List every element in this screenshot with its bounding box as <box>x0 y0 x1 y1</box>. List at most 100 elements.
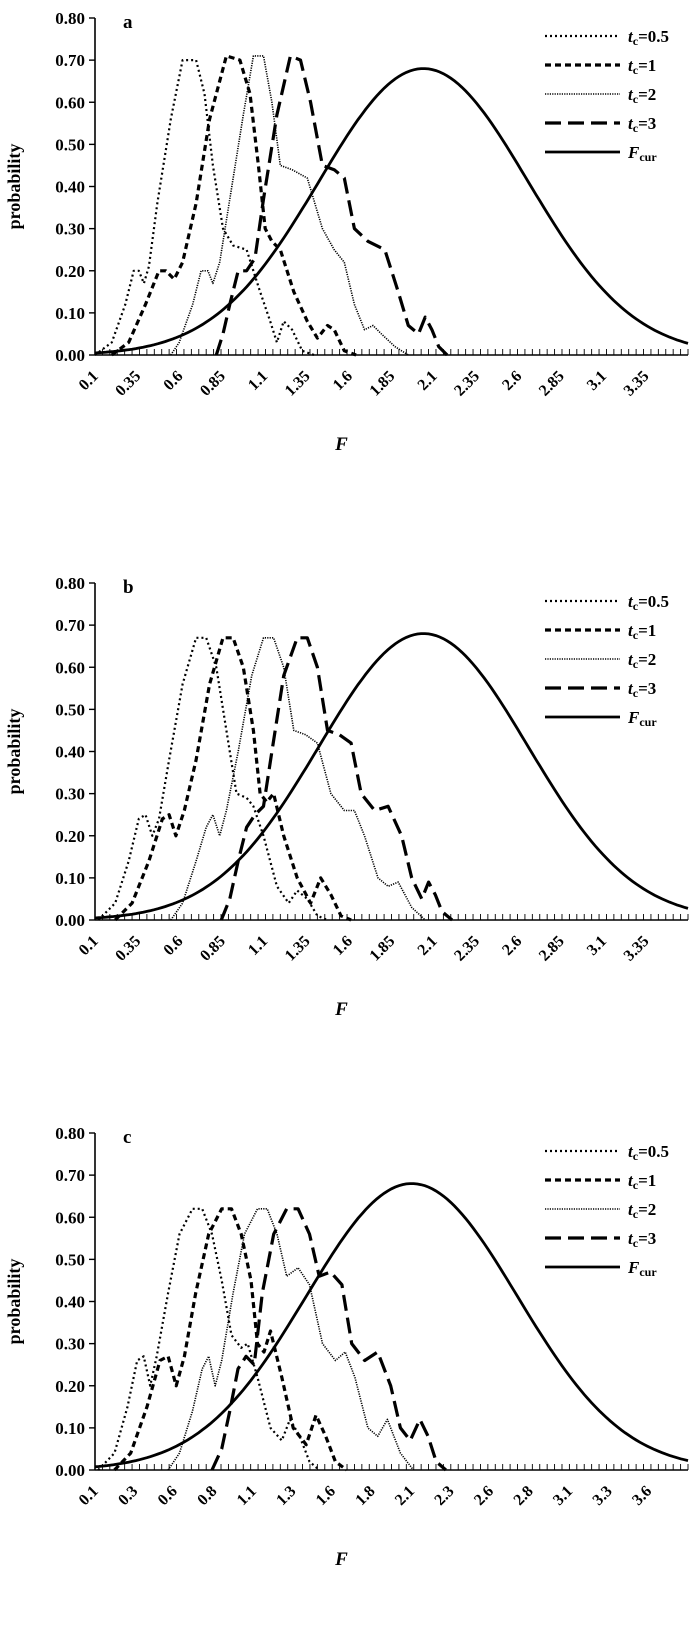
legend-label: tc=2 <box>628 85 656 106</box>
x-tick-label: 0.6 <box>155 1483 181 1509</box>
x-tick-label: 2.6 <box>499 368 525 394</box>
x-tick-label: 2.1 <box>415 933 441 959</box>
x-tick-label: 1.85 <box>367 933 399 965</box>
x-tick-label: 0.3 <box>115 1483 141 1509</box>
y-axis-title: probability <box>4 709 24 795</box>
legend-label: tc=1 <box>628 1171 656 1192</box>
legend-label: tc=1 <box>628 56 656 77</box>
chart-panel-a: 0.00 0.10 0.20 0.30 0.40 0.50 0.60 0.70 0.80 0.1 0… <box>0 0 700 520</box>
x-tick-label: 1.8 <box>352 1483 378 1509</box>
series-line-short <box>114 636 352 922</box>
legend-label: tc=0.5 <box>628 27 669 48</box>
chart-svg-a: 0.00 0.10 0.20 0.30 0.40 0.50 0.60 0.70 0.80 0.1 0… <box>4 9 689 455</box>
x-tick-label: 0.6 <box>160 368 186 394</box>
series-line-dot <box>94 58 315 357</box>
x-tick-label: 0.8 <box>194 1483 220 1509</box>
series-line-short <box>110 54 357 357</box>
legend-label: tc=0.5 <box>628 592 669 613</box>
chart-svg-c: 0.00 0.10 0.20 0.30 0.40 0.50 0.60 0.70 0.80 0.1 0… <box>4 1124 689 1570</box>
y-tick-label: 0.40 <box>55 743 85 762</box>
series-line-fcur <box>94 1182 689 1469</box>
y-tick-label: 0.20 <box>55 1377 85 1396</box>
y-tick-label: 0.30 <box>55 220 85 239</box>
series-line-dot <box>97 1207 320 1471</box>
x-tick-label: 3.1 <box>584 933 610 959</box>
x-tick-label: 2.8 <box>511 1483 537 1509</box>
series-line-short <box>113 1207 348 1472</box>
x-tick-label: 2.3 <box>431 1483 457 1509</box>
series-line-fine <box>170 637 426 921</box>
legend-label: tc=3 <box>628 679 656 700</box>
chart-panel-b: 0.00 0.10 0.20 0.30 0.40 0.50 0.60 0.70 0.80 0.1 0… <box>0 565 700 1085</box>
x-tick-label: 0.1 <box>76 1483 102 1509</box>
x-tick-label: 3.1 <box>584 368 610 394</box>
legend-label: tc=2 <box>628 650 656 671</box>
series-line-long <box>210 1207 447 1472</box>
x-axis-title: F <box>334 434 348 455</box>
x-tick-label: 2.1 <box>392 1483 418 1509</box>
x-tick-label: 2.85 <box>536 933 568 965</box>
x-axis-title: F <box>334 999 348 1020</box>
x-tick-label: 2.6 <box>499 933 525 959</box>
x-tick-label: 2.85 <box>536 368 568 400</box>
y-tick-label: 0.00 <box>55 346 85 365</box>
y-tick-label: 0.70 <box>55 51 85 70</box>
y-tick-label: 0.80 <box>55 1124 85 1143</box>
x-tick-label: 1.35 <box>282 368 314 400</box>
x-tick-label: 2.1 <box>415 368 441 394</box>
x-tick-label: 0.6 <box>160 933 186 959</box>
y-tick-label: 0.60 <box>55 658 85 677</box>
y-tick-label: 0.20 <box>55 262 85 281</box>
y-tick-label: 0.80 <box>55 574 85 593</box>
x-tick-label: 0.1 <box>76 368 102 394</box>
x-tick-label: 3.6 <box>629 1483 655 1509</box>
y-tick-label: 0.50 <box>55 1250 85 1269</box>
y-tick-label: 0.40 <box>55 1293 85 1312</box>
x-tick-label: 1.35 <box>282 933 314 965</box>
legend-label: Fcur <box>627 708 657 729</box>
series-line-fcur <box>94 67 689 355</box>
y-axis-title: probability <box>4 1259 24 1345</box>
y-tick-label: 0.70 <box>55 1166 85 1185</box>
y-tick-label: 0.70 <box>55 616 85 635</box>
x-tick-label: 1.1 <box>234 1483 260 1509</box>
series-line-fcur <box>94 632 689 920</box>
y-tick-label: 0.00 <box>55 911 85 930</box>
x-tick-label: 2.35 <box>451 368 483 400</box>
x-tick-label: 0.35 <box>112 933 144 965</box>
legend-label: Fcur <box>627 143 657 164</box>
legend-label: tc=1 <box>628 621 656 642</box>
chart-svg-b: 0.00 0.10 0.20 0.30 0.40 0.50 0.60 0.70 0.80 0.1 0… <box>4 574 689 1020</box>
y-tick-label: 0.30 <box>55 785 85 804</box>
x-tick-label: 1.6 <box>313 1483 339 1509</box>
legend-label: tc=0.5 <box>628 1142 669 1163</box>
legend-label: tc=2 <box>628 1200 656 1221</box>
x-tick-label: 1.1 <box>245 368 271 394</box>
y-tick-label: 0.50 <box>55 700 85 719</box>
legend-label: tc=3 <box>628 114 656 135</box>
y-tick-label: 0.10 <box>55 869 85 888</box>
y-tick-label: 0.10 <box>55 1419 85 1438</box>
y-axis-title: probability <box>4 144 24 230</box>
x-tick-label: 1.6 <box>330 368 356 394</box>
x-tick-label: 2.35 <box>451 933 483 965</box>
y-tick-label: 0.60 <box>55 93 85 112</box>
legend-label: Fcur <box>627 1258 657 1279</box>
x-tick-label: 0.35 <box>112 368 144 400</box>
y-tick-label: 0.30 <box>55 1335 85 1354</box>
y-tick-label: 0.50 <box>55 135 85 154</box>
y-tick-label: 0.80 <box>55 9 85 28</box>
y-tick-label: 0.00 <box>55 1461 85 1480</box>
chart-panel-c: 0.00 0.10 0.20 0.30 0.40 0.50 0.60 0.70 0.80 0.1 0… <box>0 1115 700 1635</box>
x-tick-label: 3.3 <box>590 1483 616 1509</box>
x-tick-label: 2.6 <box>471 1483 497 1509</box>
x-tick-label: 1.6 <box>330 933 356 959</box>
series-line-long <box>219 636 454 922</box>
x-axis-title: F <box>334 1549 348 1570</box>
panel-label: b <box>123 577 134 598</box>
panel-label: a <box>123 12 133 33</box>
x-tick-label: 3.1 <box>550 1483 576 1509</box>
x-tick-label: 0.1 <box>76 933 102 959</box>
x-tick-label: 0.85 <box>197 933 229 965</box>
panel-label: c <box>123 1127 131 1148</box>
